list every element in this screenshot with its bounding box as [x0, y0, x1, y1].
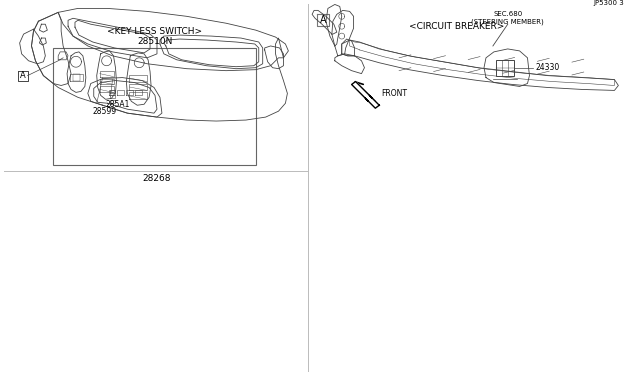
Text: 24330: 24330	[536, 63, 559, 72]
Text: 28268: 28268	[143, 174, 172, 183]
Text: 285A1: 285A1	[106, 100, 130, 109]
Text: A: A	[20, 71, 26, 80]
Text: (STEERING MEMBER): (STEERING MEMBER)	[471, 18, 544, 25]
Text: SEC.680: SEC.680	[493, 12, 522, 17]
Text: <CIRCUIT BREAKER>: <CIRCUIT BREAKER>	[409, 22, 504, 31]
Text: 28510N: 28510N	[138, 37, 173, 46]
Text: A: A	[319, 15, 326, 25]
Text: FRONT: FRONT	[381, 89, 407, 98]
Text: JP5300 3: JP5300 3	[593, 0, 624, 6]
Polygon shape	[351, 81, 380, 108]
Bar	[53, 48, 256, 164]
Text: 28599: 28599	[93, 107, 117, 116]
Bar	[496, 60, 514, 76]
Text: <KEY LESS SWITCH>: <KEY LESS SWITCH>	[108, 27, 203, 36]
